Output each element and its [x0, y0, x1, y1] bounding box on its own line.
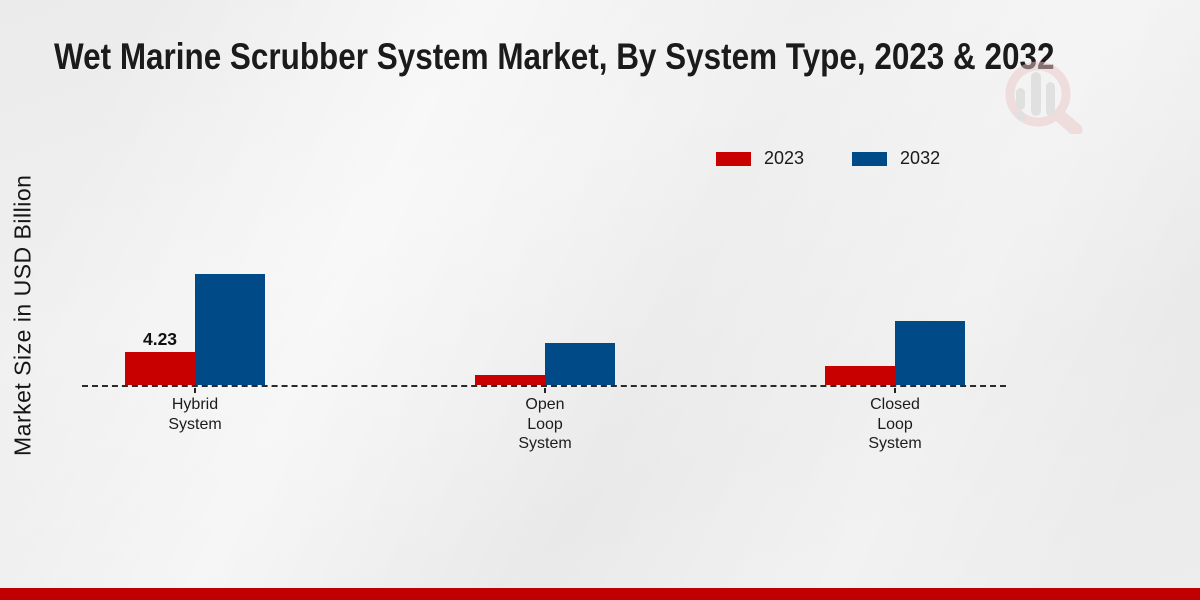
category-label-hybrid-system: Hybrid System: [168, 396, 222, 433]
magnifier-bar-chart-icon: [1005, 61, 1083, 137]
legend-label-2032: 2032: [900, 148, 941, 168]
footer-bar: [0, 588, 1200, 600]
legend: 2023 2032: [716, 148, 940, 169]
legend-label-2023: 2023: [764, 148, 805, 168]
bar-2023-hybrid-system: [125, 352, 195, 385]
axis-tick-closed-loop-system: [894, 388, 896, 393]
category-label-closed-loop-system: Closed Loop System: [868, 396, 922, 452]
category-label-open-loop-system: Open Loop System: [518, 396, 572, 452]
legend-swatch-2023: [716, 151, 751, 166]
chart-dot-icon: [1016, 111, 1026, 121]
chart-bar-tall-icon: [1031, 72, 1041, 116]
chart-title: Wet Marine Scrubber System Market, By Sy…: [54, 36, 1055, 77]
value-label-2023-hybrid-system: 4.23: [142, 329, 178, 349]
x-axis-baseline: [82, 385, 1006, 387]
bar-2032-open-loop-system: [545, 343, 615, 385]
legend-swatch-2032: [852, 151, 888, 166]
magnifier-handle-icon: [1053, 109, 1083, 137]
legend-item-2032: 2032: [852, 148, 940, 169]
axis-tick-open-loop-system: [544, 388, 546, 393]
bar-2023-closed-loop-system: [825, 366, 895, 385]
magnifier-lens-icon: [1005, 61, 1071, 127]
watermark-logo: [1000, 58, 1084, 139]
chart-bar-medium-icon: [1046, 82, 1055, 116]
legend-item-2023: 2023: [716, 148, 804, 169]
chart-bar-small-icon: [1016, 88, 1025, 110]
axis-tick-hybrid-system: [194, 388, 196, 393]
bar-2032-hybrid-system: [195, 274, 265, 385]
bar-2032-closed-loop-system: [895, 321, 965, 385]
bar-2023-open-loop-system: [475, 375, 545, 385]
